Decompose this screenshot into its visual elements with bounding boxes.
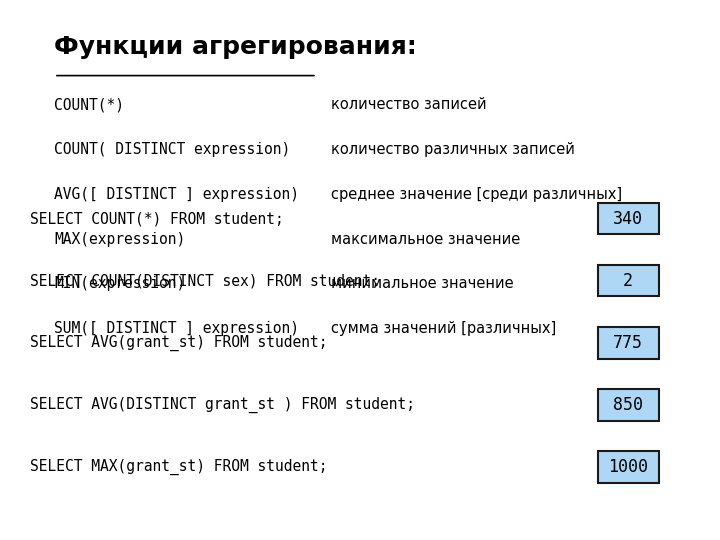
Text: среднее значение [среди различных]: среднее значение [среди различных]: [331, 187, 622, 202]
Text: минимальное значение: минимальное значение: [331, 276, 514, 292]
Text: максимальное значение: максимальное значение: [331, 232, 521, 247]
Text: 2: 2: [624, 272, 633, 290]
FancyBboxPatch shape: [598, 389, 659, 421]
Text: SELECT COUNT(*) FROM student;: SELECT COUNT(*) FROM student;: [30, 211, 284, 226]
Text: COUNT(*): COUNT(*): [54, 97, 124, 112]
Text: SELECT COUNT(DISTINCT sex) FROM student;: SELECT COUNT(DISTINCT sex) FROM student;: [30, 273, 380, 288]
FancyBboxPatch shape: [598, 451, 659, 483]
Text: Функции агрегирования:: Функции агрегирования:: [54, 35, 417, 59]
Text: SUM([ DISTINCT ] expression): SUM([ DISTINCT ] expression): [54, 321, 299, 336]
FancyBboxPatch shape: [598, 265, 659, 296]
Text: COUNT( DISTINCT expression): COUNT( DISTINCT expression): [54, 142, 290, 157]
Text: сумма значений [различных]: сумма значений [различных]: [331, 321, 557, 336]
FancyBboxPatch shape: [598, 203, 659, 234]
Text: MAX(expression): MAX(expression): [54, 232, 185, 247]
Text: количество записей: количество записей: [331, 97, 487, 112]
Text: SELECT AVG(DISTINCT grant_st ) FROM student;: SELECT AVG(DISTINCT grant_st ) FROM stud…: [30, 397, 415, 413]
Text: 1000: 1000: [608, 458, 648, 476]
Text: 775: 775: [613, 334, 643, 352]
Text: AVG([ DISTINCT ] expression): AVG([ DISTINCT ] expression): [54, 187, 299, 202]
Text: 340: 340: [613, 210, 643, 228]
Text: 850: 850: [613, 396, 643, 414]
Text: количество различных записей: количество различных записей: [331, 142, 575, 157]
Text: SELECT MAX(grant_st) FROM student;: SELECT MAX(grant_st) FROM student;: [30, 459, 328, 475]
Text: SELECT AVG(grant_st) FROM student;: SELECT AVG(grant_st) FROM student;: [30, 335, 328, 351]
Text: MIN(expression): MIN(expression): [54, 276, 185, 292]
FancyBboxPatch shape: [598, 327, 659, 359]
